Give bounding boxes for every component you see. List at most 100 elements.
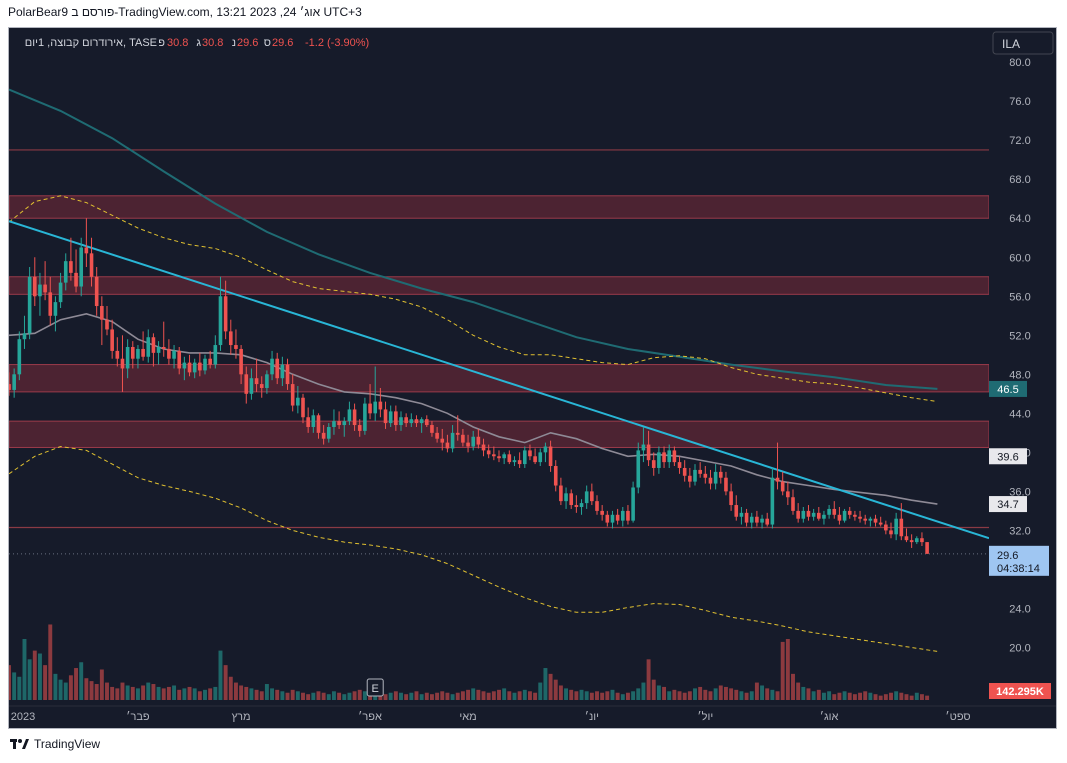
volume-bar [424,692,429,700]
candle-body [404,417,408,424]
volume-bar [723,686,728,700]
badge-ma-near-price: 39.6 [989,448,1027,465]
candle-body [182,362,187,369]
volume-bar [543,668,548,700]
volume-bar [172,685,177,700]
volume-bar [677,691,682,700]
volume-bar [899,692,904,700]
candle-body [528,450,532,457]
candle-body [641,444,646,451]
volume-bar [63,682,68,700]
volume-bar [739,691,744,700]
candle-body [847,510,852,515]
candle-body [920,538,924,543]
volume-bar [244,686,249,700]
volume-bar [393,691,398,700]
candle-body [842,510,847,521]
candle-body [822,514,826,519]
volume-bar [17,676,22,700]
candle-body [48,292,53,316]
candle-body [414,419,419,424]
candle-body [105,319,109,330]
y-tick-label: 60.0 [1009,252,1030,264]
volume-bar [878,695,883,700]
x-tick-label: ספט׳ [945,710,970,723]
envelope-lower-line [9,445,938,652]
volume-bar [37,653,42,700]
candle-body [466,442,470,447]
candle-body [234,345,238,349]
candle-body [564,493,568,502]
volume-bar [858,692,863,700]
candle-body [791,497,795,511]
volume-bar [9,665,11,700]
volume-bar [290,689,295,700]
volume-bar [507,691,512,700]
volume-bar [909,695,914,700]
candle-body [326,426,331,439]
volume-bar [254,689,259,700]
volume-bar [873,694,878,700]
volume-bar [89,681,94,700]
candle-body [827,508,831,515]
legend-low: 29.6 [237,37,258,49]
candle-body [863,518,868,521]
candle-body [512,460,517,463]
scale-button[interactable] [992,31,1054,55]
volume-bar [192,688,197,700]
candle-body [595,501,599,511]
chart-frame[interactable]: 16.020.024.028.032.036.040.044.048.052.0… [8,27,1057,729]
volume-bar [703,689,708,700]
candle-body [430,425,434,433]
candle-body [203,358,207,371]
candle-body [223,296,228,332]
candle-body [538,452,543,463]
candle-body [868,518,873,521]
volume-bar [620,694,625,700]
volume-bar [105,682,109,700]
volume-bar [130,686,135,700]
publish-caption: PolarBear9 פורסם ב-TradingView.com, אוג׳… [8,5,362,19]
volume-bar [863,691,868,700]
volume-bar [760,685,765,700]
volume-bar [12,672,17,700]
candle-body [708,477,713,484]
candle-body [69,261,73,273]
volume-bar [558,685,563,700]
candle-body [254,378,259,385]
resistance-zones [9,195,990,448]
candle-body [84,247,89,254]
candle-body [724,477,728,492]
resistance-zone [9,195,990,219]
badge-volume: 142.295K [989,683,1051,699]
volume-bar [280,691,285,700]
volume-bar [460,691,465,700]
volume-bar [775,691,780,700]
volume-bar [352,691,357,700]
volume-bar [68,675,73,700]
candle-body [265,374,269,388]
candle-body [533,456,537,463]
volume-bars [9,624,930,700]
candle-body [285,364,290,385]
candle-body [744,512,749,523]
volume-bar [579,689,584,700]
volume-bar [141,685,146,700]
candle-body [651,460,656,468]
candle-body [198,362,202,371]
candle-body [688,475,692,482]
candle-body [569,493,574,506]
candle-body [517,460,522,465]
volume-bar [553,679,558,700]
candle-body [682,467,687,476]
legend-low-label: נ [232,37,236,49]
candle-body [296,397,300,406]
earnings-marker[interactable]: E [366,678,384,697]
candle-body [445,442,450,449]
volume-bar [99,669,104,700]
price-chart[interactable]: 16.020.024.028.032.036.040.044.048.052.0… [9,28,1057,729]
volume-bar [115,688,120,700]
volume-bar [166,686,171,700]
volume-bar [357,689,362,700]
candle-body [187,362,192,373]
